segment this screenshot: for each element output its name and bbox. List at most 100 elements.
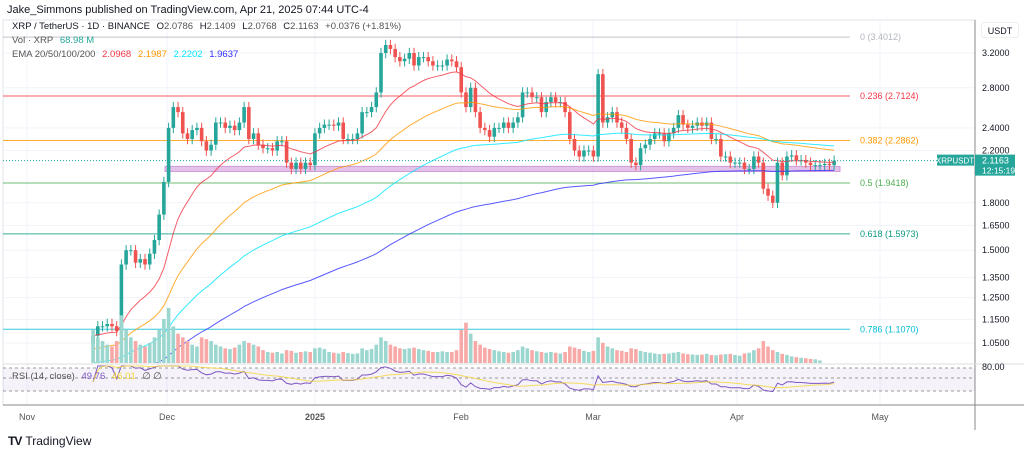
candle-body: [827, 163, 832, 166]
candle-body: [308, 162, 312, 166]
volume-bar: [818, 360, 822, 363]
volume-bar: [308, 352, 312, 363]
volume-bar: [544, 352, 548, 363]
candle-body: [615, 112, 619, 123]
ema-legend[interactable]: EMA 20/50/100/200 2.0968 2.1987 2.2202 1…: [12, 49, 242, 60]
volume-bar: [379, 337, 383, 363]
volume-bar: [657, 354, 662, 363]
volume-bar: [808, 358, 813, 363]
time-tick: Mar: [585, 412, 601, 422]
candle-body: [445, 59, 449, 66]
volume-bar: [615, 350, 619, 363]
candle-body: [605, 117, 610, 123]
volume-bar: [690, 354, 695, 363]
candle-body: [804, 160, 808, 163]
candle-body: [643, 144, 648, 149]
volume-bar: [539, 352, 544, 363]
candle-body: [284, 141, 289, 163]
volume-bar: [440, 351, 445, 363]
rsi-legend[interactable]: RSI (14, close) 49.76 46.01 ∅ ∅: [12, 371, 166, 382]
symbol-tag-text: XRPUSDT: [936, 157, 974, 166]
volume-bar: [284, 350, 289, 363]
published-line: Jake_Simmons published on TradingView.co…: [7, 4, 369, 16]
candle-body: [383, 44, 388, 53]
volume-bar: [733, 354, 737, 363]
candle-body: [511, 122, 515, 128]
last-price: 2.1163: [982, 156, 1009, 166]
candle-body: [190, 130, 194, 139]
volume-bar: [407, 348, 412, 363]
candle-body: [313, 133, 317, 166]
volume-bar: [114, 341, 119, 363]
volume-bar: [520, 346, 525, 363]
symbol-name[interactable]: XRP / TetherUS · 1D · BINANCE: [12, 21, 150, 32]
volume-bar: [695, 354, 700, 363]
candle-body: [369, 107, 374, 113]
volume-bar: [214, 344, 218, 363]
volume-bar: [634, 349, 638, 363]
price-tick: 1.3500: [982, 273, 1010, 283]
volume-bar: [473, 341, 478, 363]
volume-bar: [676, 352, 681, 363]
volume-bar: [671, 352, 676, 363]
volume-bar: [563, 352, 567, 363]
candle-body: [818, 165, 822, 167]
volume-bar: [643, 352, 648, 363]
candle-body: [105, 323, 110, 327]
candle-body: [147, 253, 152, 265]
candle-body: [596, 74, 600, 157]
candle-body: [412, 53, 416, 66]
volume-bar: [129, 337, 133, 363]
volume-bar: [346, 353, 350, 363]
candle-body: [752, 156, 756, 169]
volume-bar: [756, 348, 761, 363]
volume-bar: [511, 352, 515, 363]
currency-label[interactable]: USDT: [981, 22, 1019, 38]
candle-body: [832, 160, 836, 166]
candle-body: [195, 127, 199, 131]
volume-bar: [388, 344, 393, 363]
candle-body: [742, 162, 747, 169]
fib-label: 0.236 (2.7124): [860, 91, 919, 101]
volume-bar: [180, 337, 185, 363]
volume-value: 68.98 M: [59, 35, 95, 46]
volume-legend[interactable]: Vol · XRP 68.98 M: [12, 35, 98, 46]
volume-bar: [317, 347, 322, 363]
candle-body: [374, 92, 379, 108]
volume-bar: [100, 341, 105, 363]
volume-bar: [709, 354, 714, 363]
volume-bar: [195, 346, 199, 363]
candle-body: [110, 323, 114, 327]
volume-bar: [799, 357, 803, 363]
ohlc-close: C2.1163: [283, 21, 319, 32]
volume-bar: [280, 353, 284, 363]
volume-label: Vol · XRP: [12, 35, 54, 46]
candle-body: [690, 125, 695, 128]
candle-body: [350, 138, 355, 140]
candle-body: [322, 124, 327, 128]
candle-body: [780, 162, 784, 176]
candle-body: [223, 122, 228, 128]
candle-body: [152, 240, 157, 254]
candle-body: [270, 148, 275, 151]
volume-bar: [365, 350, 369, 363]
candle-body: [421, 57, 426, 59]
ohlc-open: O2.0786: [156, 21, 194, 32]
volume-bar: [393, 346, 397, 363]
volume-bar: [770, 350, 775, 363]
volume-bar: [785, 354, 789, 363]
volume-bar: [813, 359, 818, 363]
ema-20-value: 2.0968: [102, 49, 132, 60]
volume-bar: [332, 352, 336, 363]
candle-body: [204, 141, 209, 151]
candle-body: [96, 326, 100, 336]
volume-bar: [294, 352, 298, 363]
candle-body: [114, 326, 119, 331]
volume-bar: [596, 337, 600, 363]
volume-bar: [629, 348, 633, 363]
candle-body: [497, 127, 501, 129]
volume-bar: [256, 346, 261, 363]
volume-bar: [723, 354, 728, 363]
volume-bar: [662, 353, 666, 363]
